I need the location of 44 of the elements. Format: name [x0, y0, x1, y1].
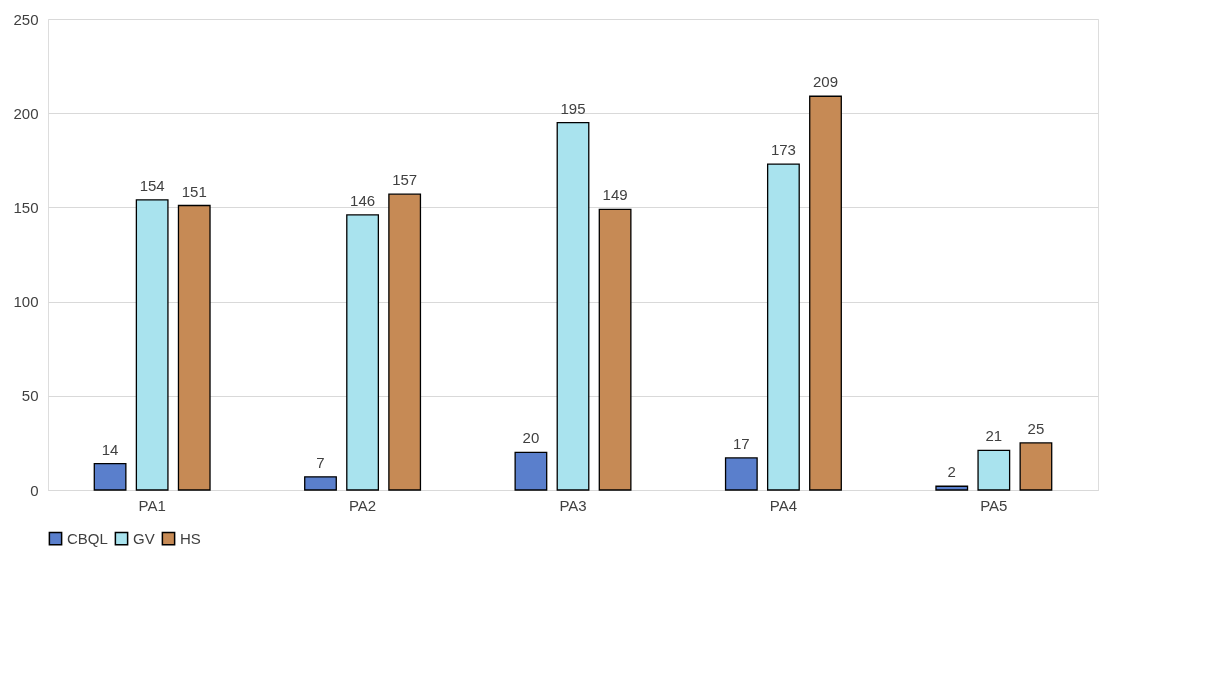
data-label: 17 — [732, 434, 750, 452]
data-label: 21 — [985, 427, 1003, 445]
bar — [1019, 442, 1053, 491]
y-tick-label: 50 — [21, 387, 39, 405]
data-label: 146 — [350, 191, 376, 209]
bar — [766, 163, 800, 491]
bar — [598, 208, 632, 491]
bar — [935, 485, 969, 491]
data-label: 151 — [181, 182, 207, 200]
bar — [388, 193, 422, 491]
x-tick-label: PA2 — [348, 496, 377, 514]
x-tick-label: PA1 — [138, 496, 166, 514]
x-tick-label: PA3 — [559, 496, 587, 514]
x-tick-label: PA5 — [980, 496, 1008, 514]
data-label: 173 — [770, 141, 796, 159]
y-tick-label: 200 — [13, 104, 39, 122]
legend-label: HS — [180, 529, 201, 547]
data-label: 14 — [101, 440, 119, 458]
bar — [514, 451, 548, 491]
data-label: 157 — [392, 171, 418, 189]
bar — [724, 457, 758, 491]
data-label: 154 — [139, 176, 165, 194]
y-tick-label: 100 — [13, 293, 39, 311]
data-label: 2 — [947, 463, 956, 481]
x-tick-label: PA4 — [769, 496, 798, 514]
bar — [93, 462, 127, 491]
legend-label: GV — [133, 529, 155, 547]
bar — [346, 214, 380, 491]
data-label: 7 — [316, 453, 325, 471]
y-tick-label: 0 — [30, 481, 39, 499]
bar — [977, 449, 1011, 491]
bar — [177, 204, 211, 491]
data-label: 195 — [560, 99, 586, 117]
data-label: 20 — [522, 429, 540, 447]
data-label: 149 — [602, 186, 628, 204]
y-tick-label: 150 — [13, 198, 39, 216]
data-label: 25 — [1027, 419, 1045, 437]
y-tick-label: 250 — [13, 10, 39, 28]
bar — [304, 476, 337, 491]
legend-label: CBQL — [67, 529, 108, 547]
data-label: 209 — [812, 73, 839, 91]
bar — [809, 95, 842, 491]
bar — [135, 199, 169, 491]
bar — [556, 121, 590, 491]
